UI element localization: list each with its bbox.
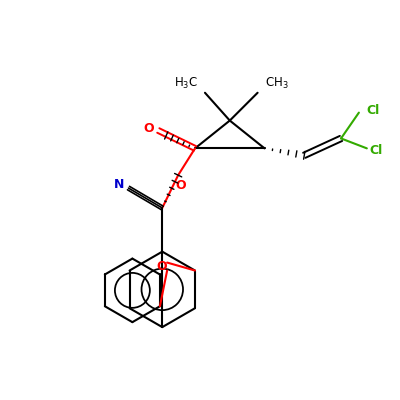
Text: Cl: Cl bbox=[370, 144, 383, 157]
Text: H$_3$C: H$_3$C bbox=[174, 76, 198, 91]
Text: N: N bbox=[113, 178, 124, 191]
Text: O: O bbox=[157, 260, 168, 273]
Text: O: O bbox=[176, 179, 186, 192]
Text: CH$_3$: CH$_3$ bbox=[264, 76, 288, 91]
Text: Cl: Cl bbox=[367, 104, 380, 117]
Text: O: O bbox=[143, 122, 154, 135]
